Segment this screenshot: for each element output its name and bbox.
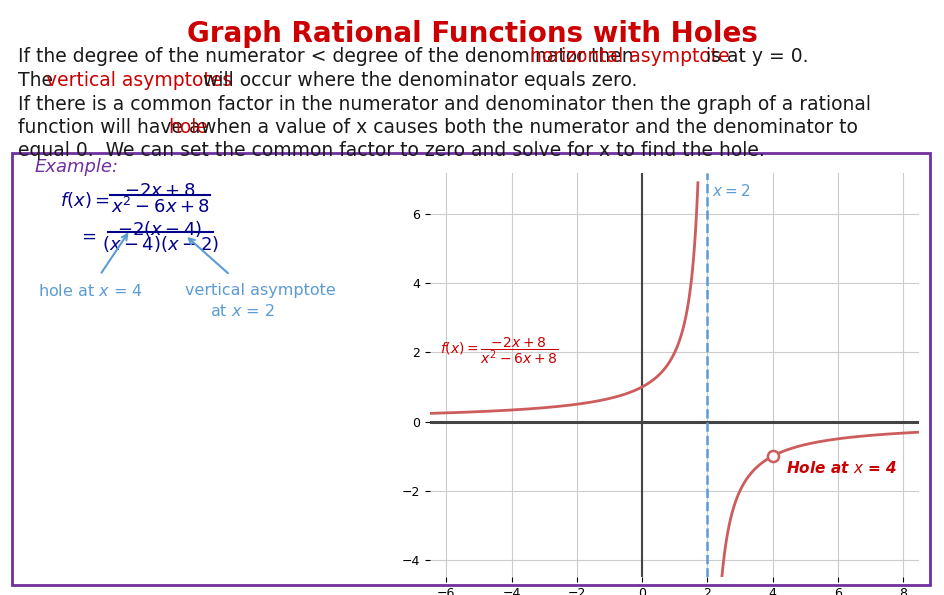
Text: horizontal asymptote: horizontal asymptote <box>530 47 729 66</box>
FancyBboxPatch shape <box>12 153 929 585</box>
Text: $=$: $=$ <box>78 227 96 245</box>
Text: $-2(x-4)$: $-2(x-4)$ <box>117 219 202 239</box>
Text: Example:: Example: <box>35 158 119 176</box>
Text: vertical asymptotes: vertical asymptotes <box>46 71 232 90</box>
Text: $f(x) = \dfrac{-2x+8}{x^2-6x+8}$: $f(x) = \dfrac{-2x+8}{x^2-6x+8}$ <box>439 335 558 366</box>
Text: will occur where the denominator equals zero.: will occur where the denominator equals … <box>196 71 636 90</box>
Text: is at y = 0.: is at y = 0. <box>700 47 808 66</box>
Text: Graph Rational Functions with Holes: Graph Rational Functions with Holes <box>186 20 757 48</box>
Text: function will have a: function will have a <box>18 118 207 137</box>
Text: If the degree of the numerator < degree of the denominator then: If the degree of the numerator < degree … <box>18 47 639 66</box>
Text: $(x-4)(x-2)$: $(x-4)(x-2)$ <box>101 234 218 254</box>
Text: hole at $x$ = 4: hole at $x$ = 4 <box>38 283 143 299</box>
Text: Hole at $x$ = 4: Hole at $x$ = 4 <box>784 461 896 477</box>
Text: vertical asymptote: vertical asymptote <box>185 283 335 298</box>
Text: when a value of x causes both the numerator and the denominator to: when a value of x causes both the numera… <box>194 118 857 137</box>
Text: The: The <box>18 71 59 90</box>
Text: $-2x+8$: $-2x+8$ <box>124 182 195 200</box>
Text: at $x$ = 2: at $x$ = 2 <box>210 303 275 319</box>
Text: If there is a common factor in the numerator and denominator then the graph of a: If there is a common factor in the numer… <box>18 95 870 114</box>
Text: $x^2-6x+8$: $x^2-6x+8$ <box>110 197 210 217</box>
Text: equal 0.  We can set the common factor to zero and solve for x to find the hole.: equal 0. We can set the common factor to… <box>18 141 764 160</box>
Text: $x = 2$: $x = 2$ <box>712 183 750 199</box>
Text: hole: hole <box>168 118 208 137</box>
Text: $f(x) = $: $f(x) = $ <box>59 190 110 210</box>
